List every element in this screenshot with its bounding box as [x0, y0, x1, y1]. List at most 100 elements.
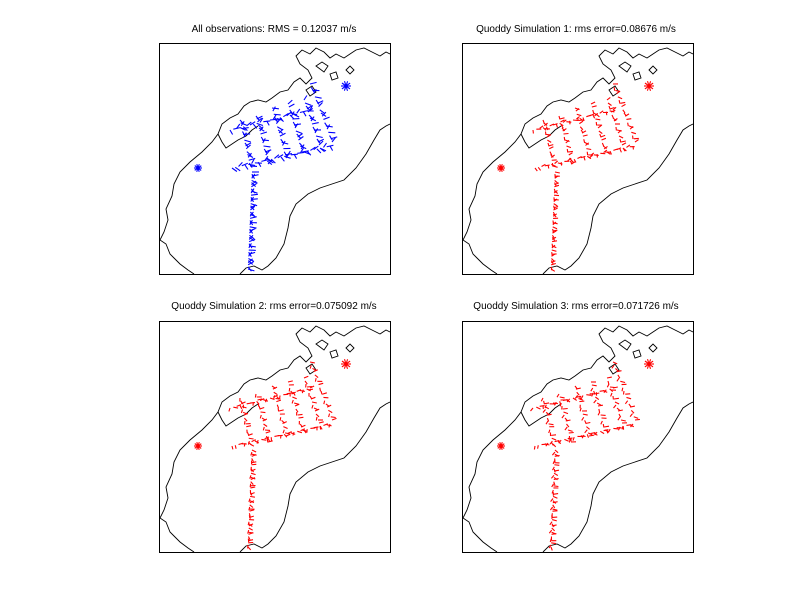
current-vector [309, 81, 317, 85]
current-vector [318, 421, 324, 424]
current-vector [323, 400, 326, 405]
island [345, 65, 355, 75]
current-vector [258, 127, 265, 132]
current-vector [300, 424, 306, 428]
current-vector [300, 145, 307, 150]
current-vector [246, 121, 252, 127]
current-vector [294, 123, 299, 129]
current-vector [250, 486, 256, 489]
current-vector [345, 82, 351, 87]
current-vector [546, 417, 550, 422]
current-vector [304, 102, 312, 106]
current-vector [249, 495, 255, 498]
current-vector [566, 423, 570, 428]
current-vector [580, 155, 586, 159]
current-vector [248, 506, 251, 511]
current-vector [286, 392, 292, 395]
current-vector [295, 408, 299, 413]
current-vector [311, 122, 319, 125]
current-vector [550, 154, 554, 158]
current-vector [536, 406, 541, 410]
current-vector [601, 137, 607, 141]
current-vector [319, 147, 327, 152]
current-vector [293, 113, 300, 118]
current-vector [250, 481, 254, 485]
current-vector [537, 166, 542, 171]
current-vector [561, 414, 565, 419]
current-vector [267, 440, 273, 443]
current-vector [229, 129, 234, 135]
current-vector [648, 82, 654, 87]
current-vector-field [194, 81, 351, 272]
current-vector [577, 156, 582, 159]
current-vector [554, 160, 559, 165]
current-vector [319, 387, 322, 392]
current-vector [269, 397, 275, 401]
current-vector [576, 391, 580, 396]
current-vector [551, 451, 556, 456]
current-vector [606, 151, 611, 155]
current-vector [302, 111, 307, 117]
current-vector [251, 449, 257, 453]
current-vector [249, 492, 255, 495]
current-vector [297, 413, 303, 416]
island [648, 343, 658, 353]
current-vector [553, 207, 558, 211]
current-vector [606, 376, 612, 379]
current-vector [322, 392, 327, 395]
current-vector [629, 405, 636, 408]
current-vector [572, 119, 578, 122]
current-vector [591, 384, 597, 387]
current-vector [260, 131, 268, 135]
current-vector [197, 443, 202, 447]
current-vector [579, 120, 584, 125]
current-vector [313, 369, 319, 373]
current-vector [251, 439, 256, 443]
current-vector [256, 115, 263, 120]
current-vector [587, 432, 593, 436]
current-vector [552, 229, 558, 232]
current-vector [278, 128, 284, 134]
current-vector [575, 116, 580, 120]
current-vector [318, 102, 323, 107]
current-vector [306, 388, 311, 392]
current-vector [275, 397, 281, 400]
current-vector [265, 430, 271, 434]
current-vector [616, 377, 620, 382]
current-vector [550, 442, 554, 446]
current-vector [590, 101, 596, 105]
map-panel-observations [159, 43, 391, 275]
current-vector [243, 412, 249, 416]
current-vector [323, 423, 329, 426]
current-vector [620, 380, 626, 384]
current-vector [287, 431, 292, 435]
current-vector [613, 404, 617, 409]
current-vector [633, 416, 639, 419]
current-vector [281, 141, 289, 145]
current-vector [288, 387, 291, 392]
current-vector [600, 430, 605, 435]
current-vector [620, 140, 626, 143]
coastline-south [239, 401, 390, 552]
current-vector [616, 90, 621, 95]
current-vector [547, 164, 550, 169]
current-vector [551, 524, 557, 527]
current-vector [554, 180, 559, 184]
current-vector [259, 126, 264, 132]
current-vector [311, 404, 314, 409]
current-vector [254, 393, 257, 398]
current-vector [551, 515, 553, 519]
current-vector [554, 464, 560, 466]
current-vector [568, 438, 571, 443]
current-vector [575, 387, 581, 390]
map-panel-simulation-3 [462, 321, 694, 553]
current-vector [291, 111, 295, 117]
current-vector [562, 119, 567, 123]
current-vector [582, 134, 588, 137]
current-vector [622, 390, 625, 395]
current-vector [234, 166, 241, 172]
current-vector [288, 103, 295, 108]
current-vector [239, 127, 246, 131]
current-vector [551, 262, 556, 266]
current-vector [294, 403, 300, 407]
